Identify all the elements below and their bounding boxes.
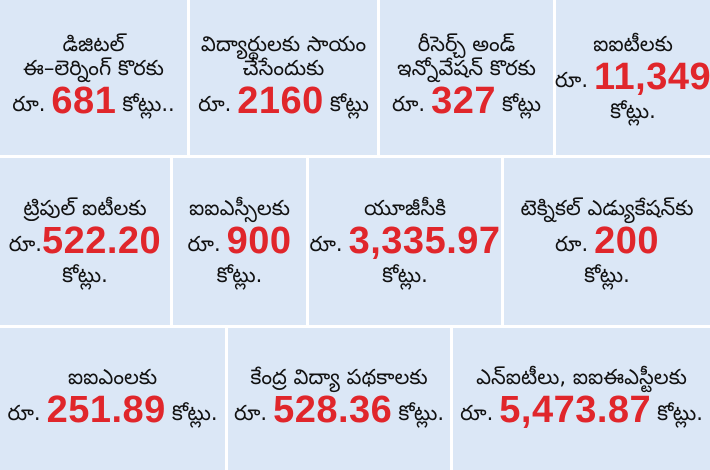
cell-title-line-2: ఇన్నోవేషన్ కొరకు	[397, 55, 536, 80]
cell-amount-line: రూ. 3,335.97	[309, 220, 500, 264]
currency-prefix: రూ.	[8, 231, 42, 256]
cell-student-assistance: విద్యార్థులకు సాయం చేసేందుకు రూ. 2160 కోట్…	[190, 0, 377, 155]
cell-title-line-1: డిజిటల్	[62, 31, 125, 56]
cell-iiscs: ఐఐఎస్సీలకు రూ. 900 కోట్లు.	[173, 158, 306, 325]
cell-iims: ఐఐఎంలకు రూ. 251.89 కోట్లు.	[0, 328, 225, 470]
cell-central-education-schemes: కేంద్ర విద్యా పథకాలకు రూ. 528.36 కోట్లు.	[228, 328, 450, 470]
unit-suffix: కోట్లు.	[584, 263, 630, 288]
cell-nits-iiests: ఎన్ఐటీలు, ఐఐఈఎస్టీలకు రూ. 5,473.87 కోట్లు.	[453, 328, 710, 470]
currency-prefix: రూ.	[198, 91, 232, 116]
amount-value: 5,473.87	[499, 389, 652, 432]
amount-value: 2160	[237, 79, 324, 122]
unit-suffix: కోట్లు..	[122, 91, 175, 116]
cell-title-line-1: టెక్నికల్ ఎడ్యుకేషన్‌కు	[520, 195, 694, 220]
cell-digital-elearning: డిజిటల్ ఈ–లెర్నింగ్ కొరకు రూ. 681 కోట్లు..	[0, 0, 187, 155]
amount-value: 327	[431, 79, 496, 122]
cell-amount-line: రూ. 327 కోట్లు	[392, 80, 541, 124]
unit-suffix: కోట్లు.	[216, 263, 263, 288]
unit-suffix: కోట్లు.	[610, 99, 656, 124]
amount-value: 522.20	[41, 219, 162, 262]
unit-suffix: కోట్లు	[329, 91, 369, 116]
amount-value: 528.36	[273, 389, 393, 432]
currency-prefix: రూ.	[460, 401, 494, 426]
cell-title-line-1: రీసెర్చ్ అండ్	[417, 31, 516, 56]
currency-prefix: రూ.	[187, 231, 221, 256]
unit-suffix: కోట్లు.	[62, 263, 108, 288]
cell-amount-line: రూ. 2160 కోట్లు	[198, 80, 369, 124]
currency-prefix: రూ.	[233, 401, 268, 426]
cell-ugc: యూజీసీకి రూ. 3,335.97 కోట్లు.	[309, 158, 501, 325]
cell-amount-line: రూ. 5,473.87 కోట్లు.	[460, 389, 703, 433]
cell-title-line-1: ఎన్ఐటీలు, ఐఐఈఎస్టీలకు	[476, 365, 687, 390]
amount-value: 681	[51, 79, 117, 122]
cell-title-line-1: ఐఐఎస్సీలకు	[189, 195, 290, 220]
amount-value: 200	[594, 219, 660, 262]
unit-suffix: కోట్లు.	[657, 401, 703, 426]
amount-value: 11,349	[594, 55, 710, 98]
amount-value: 900	[226, 219, 292, 262]
unit-suffix: కోట్లు.	[171, 401, 218, 426]
currency-prefix: రూ.	[309, 231, 343, 256]
cell-title-line-1: ట్రిపుల్ ఐటీలకు	[23, 195, 147, 220]
amount-value: 251.89	[46, 389, 166, 432]
cell-amount-line: రూ. 11,349	[555, 56, 710, 100]
cell-iits: ఐఐటీలకు రూ. 11,349 కోట్లు.	[555, 0, 710, 155]
currency-prefix: రూ.	[12, 91, 46, 116]
cell-amount-line: రూ. 681 కోట్లు..	[12, 80, 174, 124]
cell-title-line-1: ఐఐఎంలకు	[67, 365, 158, 390]
currency-prefix: రూ.	[554, 67, 589, 92]
currency-prefix: రూ.	[7, 401, 41, 426]
cell-title-line-1: ఐఐటీలకు	[593, 31, 673, 56]
cell-title-line-1: యూజీసీకి	[363, 195, 447, 220]
cell-title-line-2: చేసేందుకు	[242, 55, 325, 80]
cell-title-line-1: కేంద్ర విద్యా పథకాలకు	[250, 365, 428, 390]
currency-prefix: రూ.	[554, 231, 589, 256]
unit-suffix: కోట్లు	[502, 91, 542, 116]
unit-suffix: కోట్లు.	[382, 263, 428, 288]
cell-triple-iits: ట్రిపుల్ ఐటీలకు రూ.522.20 కోట్లు.	[0, 158, 170, 325]
cell-amount-line: రూ. 200	[555, 220, 659, 264]
cell-research-innovation: రీసెర్చ్ అండ్ ఇన్నోవేషన్ కొరకు రూ. 327 కోట…	[380, 0, 553, 155]
cell-amount-line: రూ. 251.89 కోట్లు.	[7, 389, 217, 433]
cell-title-line-1: విద్యార్థులకు సాయం	[200, 31, 367, 56]
cell-technical-education: టెక్నికల్ ఎడ్యుకేషన్‌కు రూ. 200 కోట్లు.	[504, 158, 710, 325]
amount-value: 3,335.97	[348, 219, 501, 262]
currency-prefix: రూ.	[391, 91, 426, 116]
cell-amount-line: రూ.522.20	[9, 220, 161, 264]
cell-amount-line: రూ. 528.36 కోట్లు.	[234, 389, 444, 433]
cell-amount-line: రూ. 900	[187, 220, 291, 264]
cell-title-line-2: ఈ–లెర్నింగ్ కొరకు	[23, 55, 164, 80]
unit-suffix: కోట్లు.	[398, 401, 445, 426]
